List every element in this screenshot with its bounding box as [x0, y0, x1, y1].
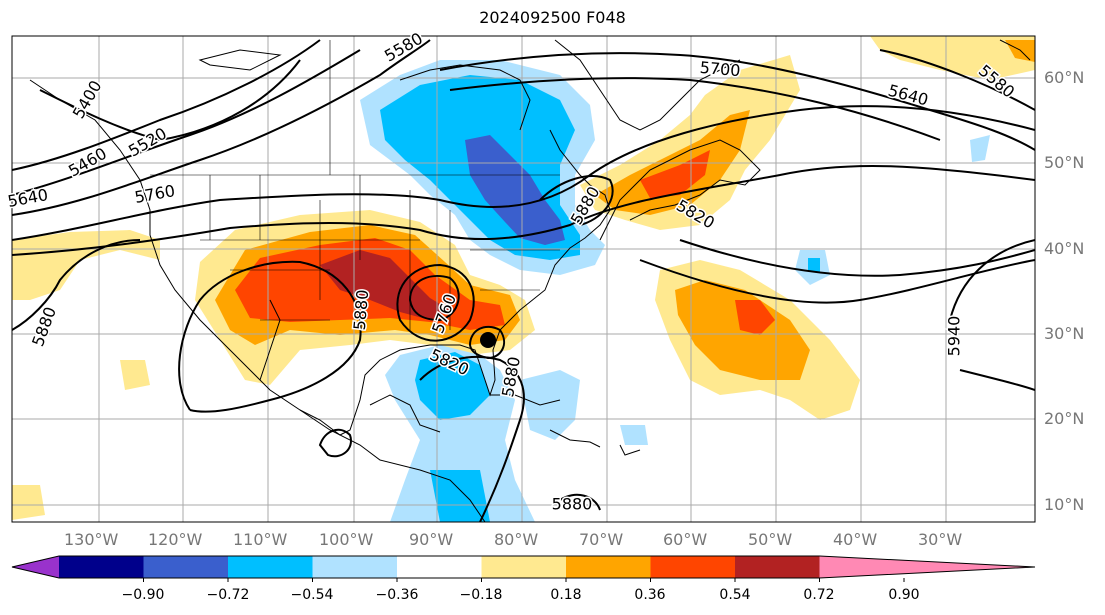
- contour-label: 5400: [69, 77, 106, 122]
- coastlines: [29, 39, 1031, 522]
- colorbar-extend-min: [12, 556, 59, 578]
- colorbar-tick-label: 0.90: [888, 587, 920, 603]
- contour-label: 5940: [945, 316, 964, 357]
- lon-label: 130°W: [64, 530, 119, 549]
- lon-label: 70°W: [579, 530, 624, 549]
- contour-label: 5520: [125, 124, 170, 161]
- colorbar-segment: [735, 556, 820, 578]
- lon-label: 100°W: [319, 530, 374, 549]
- colorbar-tick-label: 0.36: [634, 587, 666, 603]
- colorbar-tick-label: 0.18: [550, 587, 582, 603]
- contour-label: 5760: [133, 181, 176, 207]
- contour-label: 5880: [28, 304, 60, 349]
- contour-label: 5640: [886, 81, 930, 110]
- colorbar-tick-label: −0.90: [121, 587, 165, 603]
- colorbar-segment: [397, 556, 482, 578]
- lat-label: 20°N: [1044, 409, 1085, 428]
- colorbar-segment: [566, 556, 651, 578]
- colorbar-outline: [11, 555, 1036, 579]
- anomaly-shading: [12, 36, 1035, 522]
- lon-label: 80°W: [494, 530, 539, 549]
- storm-center-marker: [480, 332, 496, 348]
- lon-label: 110°W: [233, 530, 288, 549]
- colorbar-segment: [312, 556, 398, 578]
- contour-label: 5580: [381, 29, 426, 66]
- lon-label: 50°W: [748, 530, 793, 549]
- lat-label: 40°N: [1044, 239, 1085, 258]
- contour-label: 5640: [6, 185, 49, 211]
- contour-label: 5460: [65, 144, 110, 181]
- colorbar: [11, 555, 1036, 582]
- lat-label: 50°N: [1044, 153, 1085, 172]
- lat-label: 10°N: [1044, 495, 1085, 514]
- contour-label: 5700: [699, 58, 741, 80]
- colorbar-tick-label: −0.18: [459, 587, 503, 603]
- colorbar-segment: [481, 556, 567, 578]
- contour-label: 5880: [552, 495, 593, 514]
- lat-label: 60°N: [1044, 68, 1085, 87]
- lon-label: 40°W: [833, 530, 878, 549]
- lon-label: 30°W: [918, 530, 963, 549]
- colorbar-tick-label: 0.54: [719, 587, 751, 603]
- colorbar-tick-label: −0.54: [290, 587, 334, 603]
- political-borders: [150, 40, 560, 330]
- lon-label: 60°W: [663, 530, 708, 549]
- map-frame: [11, 35, 1036, 523]
- colorbar-segment: [59, 556, 144, 578]
- lat-label: 30°N: [1044, 324, 1085, 343]
- lon-label: 90°W: [409, 530, 454, 549]
- graticule: [12, 36, 1035, 522]
- contour-label: 5880: [350, 289, 372, 331]
- colorbar-extend-max: [819, 556, 1035, 578]
- colorbar-tick-label: −0.72: [206, 587, 250, 603]
- colorbar-segment: [650, 556, 736, 578]
- colorbar-segment: [228, 556, 313, 578]
- map-title: 2024092500 F048: [479, 8, 626, 27]
- colorbar-tick-label: 0.72: [803, 587, 835, 603]
- height-contours: [12, 39, 1035, 522]
- lon-label: 120°W: [148, 530, 203, 549]
- colorbar-segment: [143, 556, 229, 578]
- colorbar-tick-label: −0.36: [375, 587, 419, 603]
